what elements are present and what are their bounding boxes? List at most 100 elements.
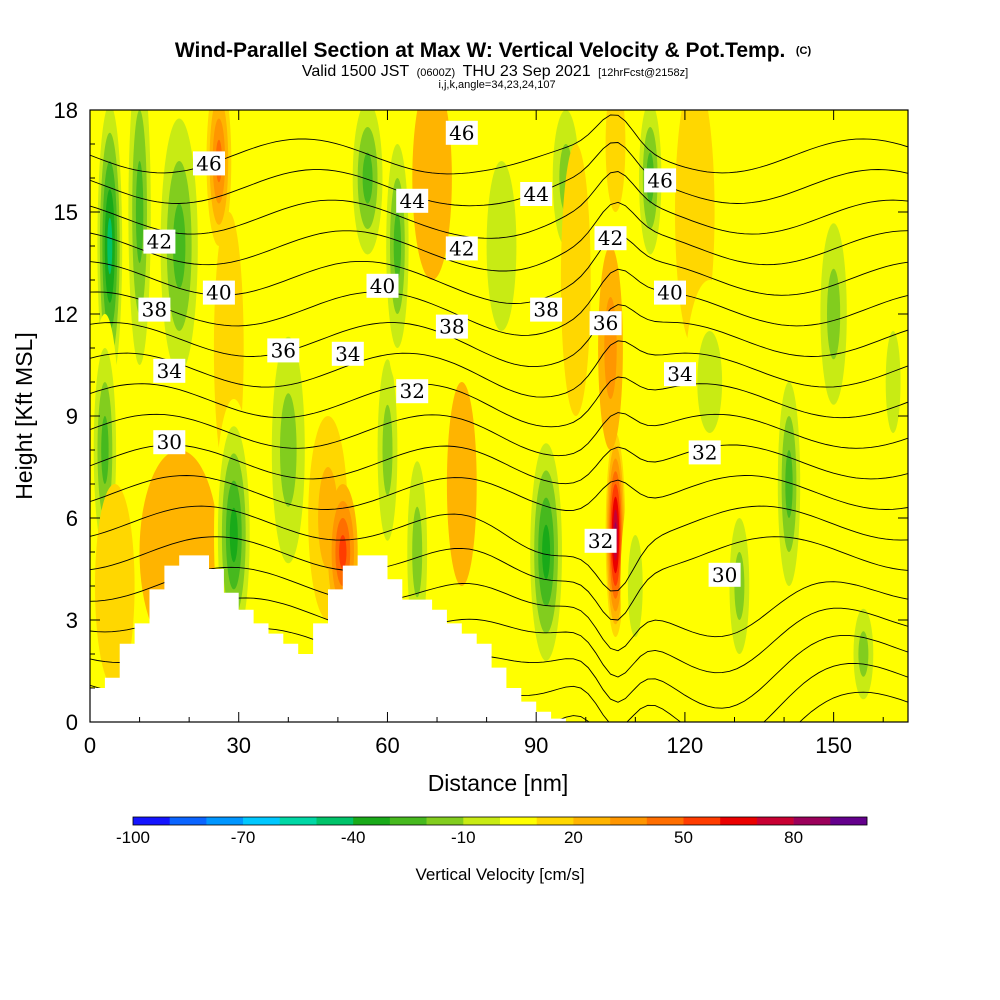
isotherm-label: 34 (664, 362, 696, 387)
velocity-contour-fill (173, 203, 186, 289)
y-axis-label: Height [Kft MSL] (11, 332, 37, 499)
velocity-cell (382, 110, 413, 382)
velocity-cell (263, 280, 314, 620)
isotherm-label: 38 (530, 297, 563, 322)
colorbar-swatch (793, 817, 831, 825)
isotherm-label-bg (530, 297, 563, 322)
colorbar-swatch (646, 817, 684, 825)
isotherm-label: 46 (445, 120, 478, 145)
colorbar-swatch (133, 817, 170, 825)
colorbar-tick-label: 50 (674, 828, 693, 847)
y-tick-label: 18 (54, 98, 78, 123)
isotherm-label-bg (396, 379, 429, 404)
colorbar-swatch (243, 817, 281, 825)
y-tick-label: 9 (66, 404, 78, 429)
isotherm-label-text: 44 (523, 182, 548, 206)
velocity-contour-fill (412, 506, 423, 598)
isotherm-label-bg (202, 280, 235, 305)
isotherm-line (90, 340, 908, 398)
chart-title-suffix: (C) (796, 45, 812, 57)
isotherm-label: 36 (267, 338, 300, 363)
isotherm-label-bg (366, 273, 399, 298)
isotherm-label-text: 34 (335, 342, 360, 366)
velocity-cell (774, 348, 804, 620)
colorbar-swatch (610, 817, 648, 825)
colorbar-swatch (756, 817, 794, 825)
isotherm-label: 40 (654, 280, 686, 305)
x-tick-label: 0 (84, 733, 96, 758)
isotherm-label: 30 (708, 562, 741, 587)
isotherm-line (90, 201, 908, 272)
isotherm-line (90, 268, 908, 336)
colorbar-label: Vertical Velocity [cm/s] (415, 865, 584, 884)
colorbar-tick-label: -10 (451, 828, 476, 847)
colorbar-swatch (206, 817, 244, 825)
isotherm-label: 42 (445, 236, 478, 261)
isotherm-line (90, 505, 908, 592)
velocity-cell (878, 280, 908, 484)
colorbar-tick-label: 80 (784, 828, 803, 847)
isotherm-label-bg (688, 440, 721, 465)
velocity-contour-fill (135, 161, 144, 263)
colorbar: -100 -70 -40 -10 20 50 80 (116, 816, 868, 847)
isotherm-label: 44 (396, 188, 429, 213)
isotherm-label: 34 (331, 341, 364, 366)
isotherm-label-text: 40 (657, 281, 682, 305)
isotherm-line (90, 114, 908, 175)
isotherm-line (90, 304, 908, 368)
velocity-contour-fill (446, 382, 477, 586)
isotherm-label-text: 42 (598, 226, 623, 250)
isotherm-label: 32 (688, 440, 721, 465)
isotherm-label-text: 32 (399, 379, 424, 403)
isotherm-label-text: 38 (533, 298, 558, 322)
colorbar-swatch (389, 817, 427, 825)
isotherm-label-text: 36 (271, 338, 296, 362)
velocity-contour-fill (858, 631, 869, 677)
isotherm-label-bg (520, 182, 553, 206)
isotherm-label-bg (435, 314, 468, 339)
y-tick-label: 0 (66, 710, 78, 735)
velocity-cell (848, 586, 879, 722)
isotherm-label-bg (143, 229, 176, 254)
isotherm-line (90, 475, 908, 511)
isotherm-label-text: 40 (206, 281, 231, 305)
isotherm-label-bg (267, 338, 300, 363)
isotherm-label-bg (153, 358, 186, 383)
velocity-contour-fill (885, 331, 901, 433)
velocity-contour-fill (605, 110, 626, 212)
velocity-cell (95, 484, 135, 688)
velocity-contour-fill (95, 484, 135, 688)
valid-date: THU 23 Sep 2021 (463, 63, 591, 80)
terrain-mask (90, 555, 908, 722)
velocity-contour-fill (393, 212, 402, 280)
colorbar-swatch (426, 817, 464, 825)
velocity-cell (526, 416, 566, 688)
isotherm-label: 40 (366, 273, 399, 298)
velocity-cell (471, 110, 532, 416)
isotherm-label: 42 (594, 226, 627, 251)
isotherm-label-bg (193, 151, 225, 176)
isotherm-label-text: 38 (142, 298, 167, 322)
velocity-contour-fill (101, 416, 109, 484)
y-tick-label: 3 (66, 608, 78, 633)
isotherm-label-text: 40 (370, 274, 395, 298)
colorbar-tick-label: 20 (564, 828, 583, 847)
velocity-contour-fill (697, 331, 723, 433)
velocity-contour-fill (339, 535, 347, 569)
velocity-contour-fill (560, 144, 591, 416)
velocity-contour-fill (107, 217, 113, 275)
velocity-contour-fill (486, 161, 517, 331)
x-tick-label: 30 (226, 733, 250, 758)
chart-title-block: Wind-Parallel Section at Max W: Vertical… (175, 39, 812, 91)
velocity-contour-fill (362, 152, 373, 204)
colorbar-swatch (279, 817, 317, 825)
velocity-cell (605, 110, 626, 212)
velocity-contour-fill (412, 110, 452, 280)
isotherm-label: 46 (193, 151, 225, 176)
colorbar-tick-label: -40 (341, 828, 366, 847)
svg-text:Wind-Parallel Section at Max W: Wind-Parallel Section at Max W: Vertical… (175, 39, 812, 62)
colorbar-tick-label: -100 (116, 828, 150, 847)
velocity-cell (560, 144, 591, 416)
colorbar-swatch (683, 817, 721, 825)
